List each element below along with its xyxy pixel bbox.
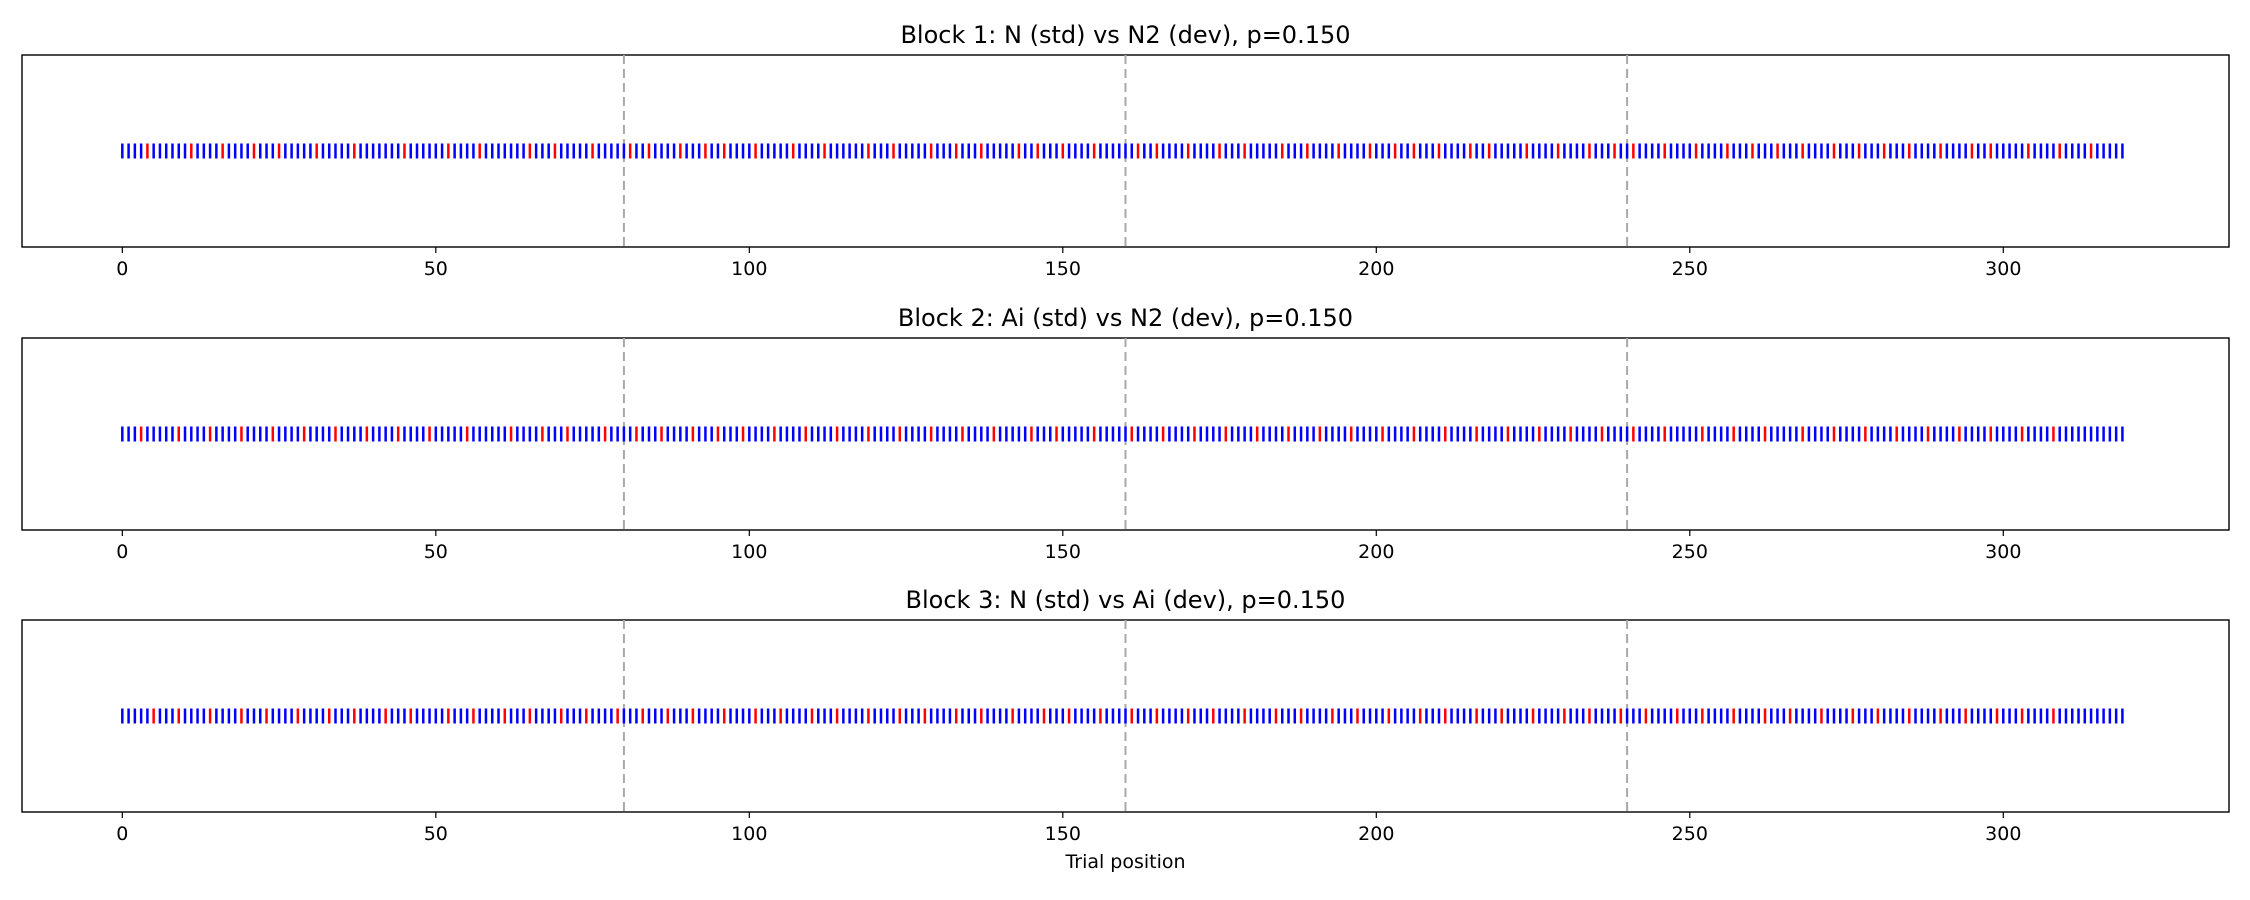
x-tick-label: 300: [1985, 823, 2021, 845]
x-tick-label: 100: [731, 541, 767, 563]
x-tick-label: 200: [1358, 823, 1394, 845]
x-tick-label: 300: [1985, 541, 2021, 563]
x-tick-label: 150: [1045, 258, 1081, 280]
x-tick-label: 150: [1045, 823, 1081, 845]
x-tick-label: 200: [1358, 258, 1394, 280]
x-tick-label: 300: [1985, 258, 2021, 280]
chart-title: Block 2: Ai (std) vs N2 (dev), p=0.150: [898, 304, 1353, 332]
chart-panel-1: Block 1: N (std) vs N2 (dev), p=0.150 0 50…: [21, 21, 2230, 280]
x-tick-label: 50: [424, 541, 448, 563]
x-tick-label: 50: [424, 258, 448, 280]
chart-panel-2: Block 2: Ai (std) vs N2 (dev), p=0.150 0 5…: [21, 304, 2230, 563]
x-tick-label: 250: [1672, 823, 1708, 845]
x-tick-label: 0: [116, 823, 128, 845]
chart-title: Block 3: N (std) vs Ai (dev), p=0.150: [906, 586, 1346, 614]
x-tick-label: 150: [1045, 541, 1081, 563]
chart-panel-3: Block 3: N (std) vs Ai (dev), p=0.150 0 50…: [21, 586, 2230, 873]
x-tick-label: 100: [731, 823, 767, 845]
x-axis-label: Trial position: [1064, 851, 1185, 873]
x-tick-label: 200: [1358, 541, 1394, 563]
x-tick-label: 250: [1672, 541, 1708, 563]
x-tick-label: 100: [731, 258, 767, 280]
chart-title: Block 1: N (std) vs N2 (dev), p=0.150: [900, 21, 1350, 49]
x-tick-label: 250: [1672, 258, 1708, 280]
x-tick-label: 0: [116, 258, 128, 280]
x-tick-label: 50: [424, 823, 448, 845]
x-tick-label: 0: [116, 541, 128, 563]
